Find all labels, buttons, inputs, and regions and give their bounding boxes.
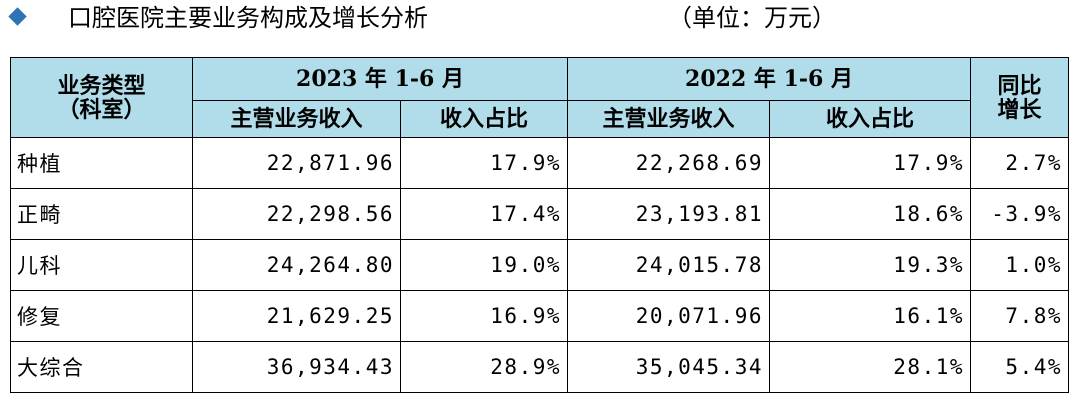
data-row: 修复 21,629.25 16.9% 20,071.96 16.1% 7.8% [10,290,1069,342]
table-cell: 36,934.43 [192,341,401,393]
table-cell: 19.3% [769,239,971,291]
table-cell: 24,015.78 [567,239,770,291]
unit-note: （单位：万元） [668,4,836,32]
table-cell: 17.9% [769,137,971,189]
title: 口腔医院主要业务构成及增长分析 [68,4,428,32]
table-cell: -3.9% [970,188,1069,240]
header-row: 主营业务收入 收入占比 主营业务收入 收入占比 [11,100,1069,138]
table-cell: 17.4% [400,188,568,240]
table-cell: 16.1% [769,290,971,342]
table-cell: 28.9% [400,341,568,393]
table-cell: 19.0% [400,239,568,291]
header-cell: 收入占比 [400,100,568,138]
header-cell: 主营业务收入 [192,100,401,138]
table-cell: 21,629.25 [192,290,401,342]
header-cell: 主营业务收入 [567,100,770,138]
table-cell: 35,045.34 [567,341,770,393]
row-label: 种植 [10,137,193,189]
data-table: 业务类型 （科室） 2023 年 1-6 月 2022 年 1-6 月同比 增长 主营业务… [10,57,1069,393]
table-cell: 22,268.69 [567,137,770,189]
table-cell: 17.9% [400,137,568,189]
table-cell: 28.1% [769,341,971,393]
header-cell: 业务类型 （科室） [10,57,193,138]
table-cell: 5.4% [970,341,1069,393]
header-text: 同比 [997,72,1042,99]
data-row: 大综合 36,934.43 28.9% 35,045.34 28.1% 5.4% [10,341,1069,393]
table-cell: 1.0% [970,239,1069,291]
data-row: 儿科 24,264.80 19.0% 24,015.78 19.3% 1.0% [10,239,1069,291]
table-cell: 24,264.80 [192,239,401,291]
table-cell: 16.9% [400,290,568,342]
header-text: 业务类型 [57,72,146,99]
header-text: （科室） [57,96,146,123]
row-label: 大综合 [10,341,193,393]
row-label: 修复 [10,290,193,342]
header-cell: 2022 年 1-6 月 [567,57,971,101]
table-cell: 2.7% [970,137,1069,189]
bullet-icon [8,7,27,26]
table-cell: 7.8% [970,290,1069,342]
header-cell: 同比 增长 [970,57,1069,138]
header-cell: 2023 年 1-6 月 [192,57,568,101]
header-text: 增长 [997,96,1042,123]
data-row: 种植 22,871.96 17.9% 22,268.69 17.9% 2.7% [10,137,1069,189]
header-row: 业务类型 （科室） 2023 年 1-6 月 2022 年 1-6 月同比 增长 [10,57,1069,138]
table-cell: 23,193.81 [567,188,770,240]
row-label: 正畸 [10,188,193,240]
table-cell: 22,871.96 [192,137,401,189]
table-cell: 20,071.96 [567,290,770,342]
row-label: 儿科 [10,239,193,291]
table-cell: 22,298.56 [192,188,401,240]
table-cell: 18.6% [769,188,971,240]
header-cell: 收入占比 [769,100,971,138]
data-row: 正畸 22,298.56 17.4% 23,193.81 18.6% -3.9% [10,188,1069,240]
